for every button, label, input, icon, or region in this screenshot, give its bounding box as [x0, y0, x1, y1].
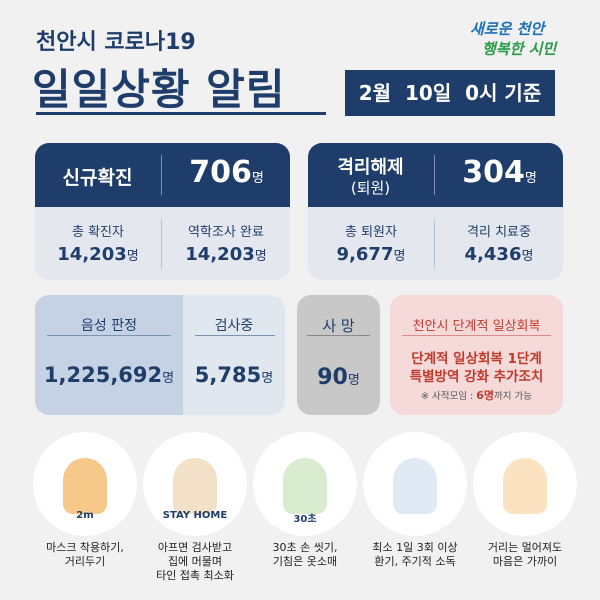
- tip-badge: 30초: [293, 514, 317, 525]
- item-value: 9,677명: [308, 244, 434, 265]
- value: 304: [462, 155, 525, 190]
- notice-note: ※ 사적모임 : 6명까지 가능: [390, 387, 563, 403]
- value: 4,436: [464, 244, 522, 265]
- deaths-label: 사 망: [322, 317, 355, 335]
- tip-caption: 마스크 착용하기,: [46, 541, 124, 554]
- notice-line1: 단계적 일상회복 1단계: [411, 351, 542, 367]
- tip-circle: STAY HOME: [143, 432, 247, 536]
- note-prefix: ※ 사적모임 :: [421, 391, 477, 402]
- unit: 명: [521, 249, 534, 264]
- item-label: 격리 치료중: [467, 225, 531, 240]
- divider: [434, 155, 435, 195]
- notice-line2: 특별방역 강화 추가조치: [409, 369, 544, 385]
- rule: [36, 112, 326, 115]
- tip-caption: 타인 접촉 최소화: [156, 569, 234, 582]
- released-card: 격리해제 (퇴원) 304명: [308, 143, 563, 280]
- value: 706: [189, 155, 252, 190]
- date-box: 2월 10일 0시 기준: [345, 70, 555, 116]
- note-suffix: 까지 가능: [493, 391, 532, 402]
- confirmed-value: 706명: [163, 155, 290, 190]
- tip-figure: [63, 458, 107, 514]
- tip-badge: 2m: [76, 510, 94, 521]
- logo-top: 새로운 천안: [470, 20, 545, 38]
- value: 14,203: [185, 244, 255, 265]
- tip-circle: 30초: [253, 432, 357, 536]
- value: 1,225,692: [43, 363, 163, 387]
- released-head: [308, 143, 563, 207]
- tip-caption: 집에 머물며: [167, 555, 223, 568]
- rule: [307, 335, 370, 336]
- divider: [161, 155, 162, 195]
- deaths-value: 90명: [297, 365, 380, 390]
- tip-figure: [393, 458, 437, 514]
- unit: 명: [251, 171, 264, 186]
- rule: [47, 335, 171, 336]
- test-label: 검사중: [214, 318, 254, 334]
- divider: [161, 219, 162, 269]
- unit: 명: [347, 373, 360, 388]
- tip-figure: [283, 458, 327, 514]
- tip-caption: 30초 손 씻기,: [272, 541, 338, 554]
- unit: 명: [524, 171, 537, 186]
- tip-circle: 2m: [33, 432, 137, 536]
- title: 일일상황 알림: [32, 65, 286, 114]
- test-value: 1,225,692명: [35, 363, 183, 387]
- value: 5,785: [194, 363, 262, 387]
- tip-circle: [363, 432, 467, 536]
- unit: 명: [162, 371, 175, 386]
- subtitle: 천안시 코로나19: [36, 30, 196, 55]
- tip-caption: 거리두기: [64, 555, 106, 568]
- confirmed-card: 신규확진 706명: [35, 143, 290, 280]
- value: 90: [317, 365, 348, 390]
- released-label: 격리해제: [337, 157, 404, 178]
- item-label: 총 확진자: [72, 225, 124, 240]
- item-value: 14,203명: [163, 244, 289, 265]
- test-value: 5,785명: [183, 363, 285, 387]
- test-label: 음성 판정: [81, 318, 137, 334]
- tip-caption: 최소 1일 3회 이상: [372, 541, 458, 554]
- divider: [434, 219, 435, 269]
- item-label: 역학조사 완료: [188, 225, 264, 240]
- unit: 명: [254, 249, 267, 264]
- notice-card: 천안시 단계적 일상회복 단계적 일상회복 1단계 특별방역 강화 추가조치 ※…: [390, 295, 563, 415]
- confirmed-label: 신규확진: [62, 167, 133, 189]
- tip-caption: 환기, 주기적 소독: [374, 555, 456, 568]
- item-label: 총 퇴원자: [345, 225, 397, 240]
- value: 14,203: [57, 244, 127, 265]
- deaths-card: 사 망 90명: [297, 295, 380, 415]
- unit: 명: [261, 371, 274, 386]
- tip-figure: [503, 458, 547, 514]
- tip-caption: 마음은 가까이: [492, 555, 558, 568]
- tip-caption: 아프면 검사받고: [157, 541, 233, 554]
- logo-bottom: 행복한 시민: [482, 40, 557, 58]
- released-value: 304명: [436, 155, 563, 190]
- tip-circle: [473, 432, 577, 536]
- tip-badge: STAY HOME: [162, 510, 228, 521]
- unit: 명: [393, 249, 406, 264]
- tests-left: [35, 295, 183, 415]
- tip-caption: 거리는 멀어져도: [487, 541, 563, 554]
- tests-card: [35, 295, 285, 415]
- item-value: 4,436명: [436, 244, 562, 265]
- rule: [402, 335, 551, 336]
- tip-figure: [173, 458, 217, 514]
- notice-title: 천안시 단계적 일상회복: [412, 319, 541, 334]
- note-highlight: 6명: [476, 389, 494, 402]
- tip-caption: 기침은 옷소매: [272, 555, 338, 568]
- released-sublabel: (퇴원): [350, 179, 391, 197]
- value: 9,677: [336, 244, 394, 265]
- unit: 명: [126, 249, 139, 264]
- item-value: 14,203명: [35, 244, 161, 265]
- confirmed-head: [35, 143, 290, 207]
- rule: [195, 335, 275, 336]
